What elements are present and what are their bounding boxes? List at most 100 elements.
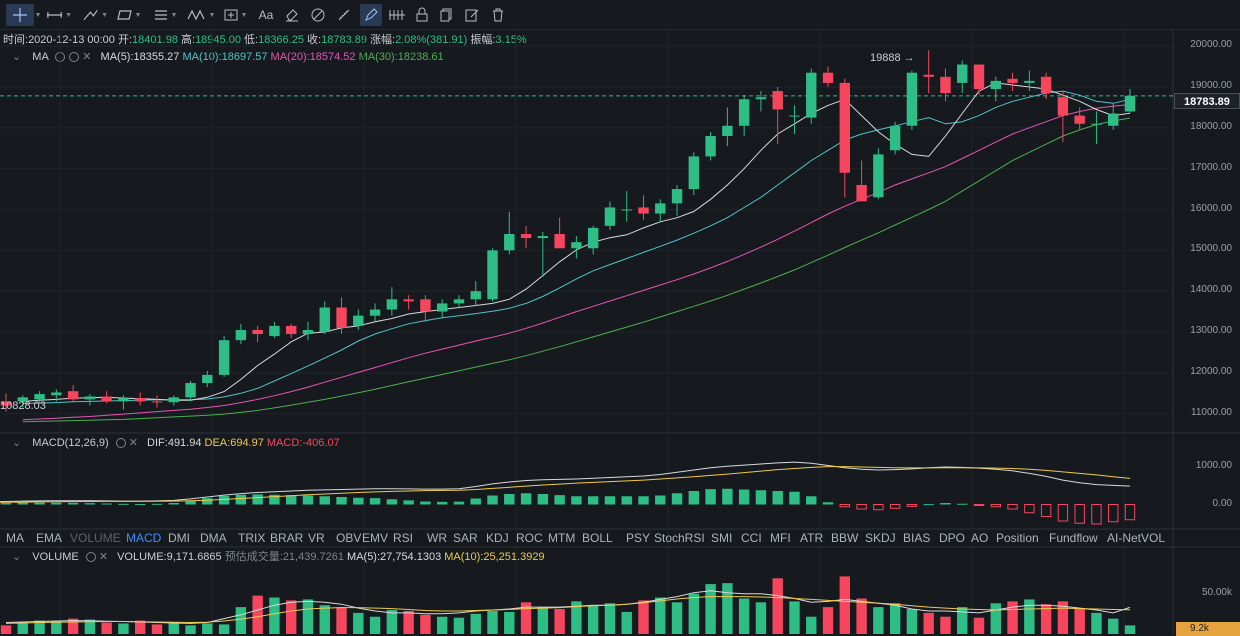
indicator-tab-cci[interactable]: CCI bbox=[741, 531, 762, 545]
horizontal-line-icon[interactable]: ▼ bbox=[46, 4, 72, 26]
volume-bar bbox=[688, 593, 700, 634]
trash-icon[interactable] bbox=[488, 4, 508, 26]
indicator-tab-mtm[interactable]: MTM bbox=[548, 531, 576, 545]
eraser-alt-icon[interactable] bbox=[308, 4, 328, 26]
amplitude-label: 振幅: bbox=[470, 34, 496, 46]
volume-bar bbox=[839, 576, 851, 634]
indicator-tab-vr[interactable]: VR bbox=[308, 531, 325, 545]
indicator-tab-trix[interactable]: TRIX bbox=[238, 531, 266, 545]
candle-body bbox=[285, 325, 297, 335]
volume-legend: ⌄ VOLUME ✕ VOLUME:9,171.6865 预估成交量:21,43… bbox=[12, 550, 545, 564]
chevron-down-icon[interactable]: ⌄ bbox=[12, 51, 22, 63]
open-label: 开: bbox=[117, 34, 133, 46]
indicator-tab-atr[interactable]: ATR bbox=[800, 531, 824, 545]
indicator-tab-ao[interactable]: AO bbox=[971, 531, 989, 545]
close-icon[interactable]: ✕ bbox=[128, 437, 138, 450]
indicator-tab-ma[interactable]: MA bbox=[6, 531, 24, 545]
chevron-down-icon[interactable]: ⌄ bbox=[12, 437, 22, 449]
settings-icon[interactable] bbox=[85, 552, 96, 563]
parallel-channel-icon[interactable]: ▼ bbox=[152, 4, 178, 26]
crosshair-dropdown-icon[interactable]: ▼ bbox=[34, 11, 42, 19]
settings-icon[interactable] bbox=[115, 438, 126, 449]
volume-bar bbox=[336, 607, 347, 634]
close-icon[interactable]: ✕ bbox=[82, 51, 92, 64]
indicator-tab-smi[interactable]: SMI bbox=[711, 531, 733, 545]
macd-bar bbox=[436, 501, 448, 505]
indicator-tab-rsi[interactable]: RSI bbox=[393, 531, 414, 545]
volume-bar bbox=[571, 601, 582, 634]
price-tick-label: 14000.00 bbox=[1190, 284, 1232, 296]
indicator-tab-stochrsi[interactable]: StochRSI bbox=[654, 531, 705, 545]
volume-bar bbox=[151, 624, 163, 634]
volume-bar bbox=[252, 595, 263, 634]
indicator-tab-ema[interactable]: EMA bbox=[36, 531, 63, 545]
rectangle-icon[interactable]: ▼ bbox=[116, 4, 142, 26]
indicator-tab-brar[interactable]: BRAR bbox=[270, 531, 304, 545]
volume-bar bbox=[520, 602, 532, 634]
price-tick-label: 20000.00 bbox=[1190, 39, 1232, 51]
indicator-tab-bbw[interactable]: BBW bbox=[831, 531, 859, 545]
indicator-tab-dma[interactable]: DMA bbox=[200, 531, 227, 545]
indicator-tab-psy[interactable]: PSY bbox=[626, 531, 651, 545]
indicator-tab-skdj[interactable]: SKDJ bbox=[865, 531, 896, 545]
candle-body bbox=[990, 80, 1001, 90]
indicator-tab-mfi[interactable]: MFI bbox=[770, 531, 791, 545]
candle-body bbox=[386, 299, 398, 310]
settings-icon[interactable] bbox=[69, 52, 80, 63]
volume-bar bbox=[940, 616, 951, 634]
high-value: 18945.00 bbox=[195, 34, 241, 46]
indicator-tab-sar[interactable]: SAR bbox=[453, 531, 478, 545]
indicator-tab-boll[interactable]: BOLL bbox=[582, 531, 613, 545]
text-icon[interactable]: Aa bbox=[258, 8, 274, 22]
copy-icon[interactable] bbox=[436, 4, 456, 26]
indicator-tab-bias[interactable]: BIAS bbox=[903, 531, 931, 545]
volume-bar bbox=[755, 602, 767, 634]
close-icon[interactable]: ✕ bbox=[98, 551, 109, 564]
edit-icon[interactable] bbox=[462, 4, 482, 26]
candle-body bbox=[621, 209, 632, 211]
indicator-tab-position[interactable]: Position bbox=[996, 531, 1039, 545]
candle-body bbox=[671, 189, 683, 204]
macd-bar bbox=[655, 495, 666, 505]
candle-body bbox=[34, 394, 45, 400]
change-label: 涨幅: bbox=[370, 34, 396, 46]
crosshair-icon[interactable] bbox=[6, 4, 34, 26]
macd-bar bbox=[923, 504, 934, 506]
volume-bar bbox=[772, 578, 783, 634]
current-volume-label: 9.2k bbox=[1176, 622, 1240, 636]
volume-bar bbox=[386, 610, 398, 634]
low-value: 18366.25 bbox=[258, 34, 304, 46]
indicator-tab-dmi[interactable]: DMI bbox=[168, 531, 190, 545]
trend-line-icon[interactable]: ▼ bbox=[82, 4, 108, 26]
indicator-tab-volume[interactable]: VOLUME bbox=[70, 531, 121, 545]
pen-icon[interactable] bbox=[360, 4, 382, 26]
ruler-icon[interactable] bbox=[334, 4, 354, 26]
candle-body bbox=[1108, 113, 1119, 126]
measure-icon[interactable]: ▼ bbox=[222, 4, 248, 26]
indicator-tab-fundflow[interactable]: Fundflow bbox=[1049, 531, 1098, 545]
eraser-icon[interactable] bbox=[282, 4, 302, 26]
macd-bar bbox=[135, 504, 146, 506]
lock-icon[interactable] bbox=[412, 4, 432, 26]
indicator-tab-wr[interactable]: WR bbox=[427, 531, 447, 545]
indicator-tab-macd[interactable]: MACD bbox=[126, 531, 162, 545]
pattern-icon[interactable] bbox=[386, 4, 408, 26]
volume-bar bbox=[655, 597, 666, 634]
macd-tick-label: 0.00 bbox=[1212, 497, 1232, 509]
candle-body bbox=[453, 299, 465, 304]
wave-icon[interactable]: ▼ bbox=[186, 4, 216, 26]
indicator-tab-ai-netvol[interactable]: AI-NetVOL bbox=[1107, 531, 1166, 545]
volume-bar bbox=[235, 607, 247, 634]
chevron-down-icon[interactable]: ⌄ bbox=[12, 551, 22, 563]
low-label: 低: bbox=[244, 34, 259, 46]
indicator-tab-roc[interactable]: ROC bbox=[516, 531, 543, 545]
indicator-tab-obv[interactable]: OBV bbox=[336, 531, 362, 545]
macd-bar bbox=[403, 500, 414, 505]
candle-body bbox=[554, 234, 565, 249]
indicator-tab-kdj[interactable]: KDJ bbox=[486, 531, 509, 545]
macd-bar bbox=[671, 493, 683, 505]
indicator-tab-dpo[interactable]: DPO bbox=[939, 531, 966, 545]
indicator-tab-emv[interactable]: EMV bbox=[362, 531, 389, 545]
ma20-value: MA(20):18574.52 bbox=[270, 51, 356, 63]
